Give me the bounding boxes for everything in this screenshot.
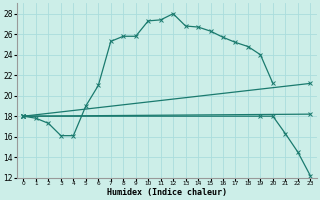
X-axis label: Humidex (Indice chaleur): Humidex (Indice chaleur) xyxy=(107,188,227,197)
